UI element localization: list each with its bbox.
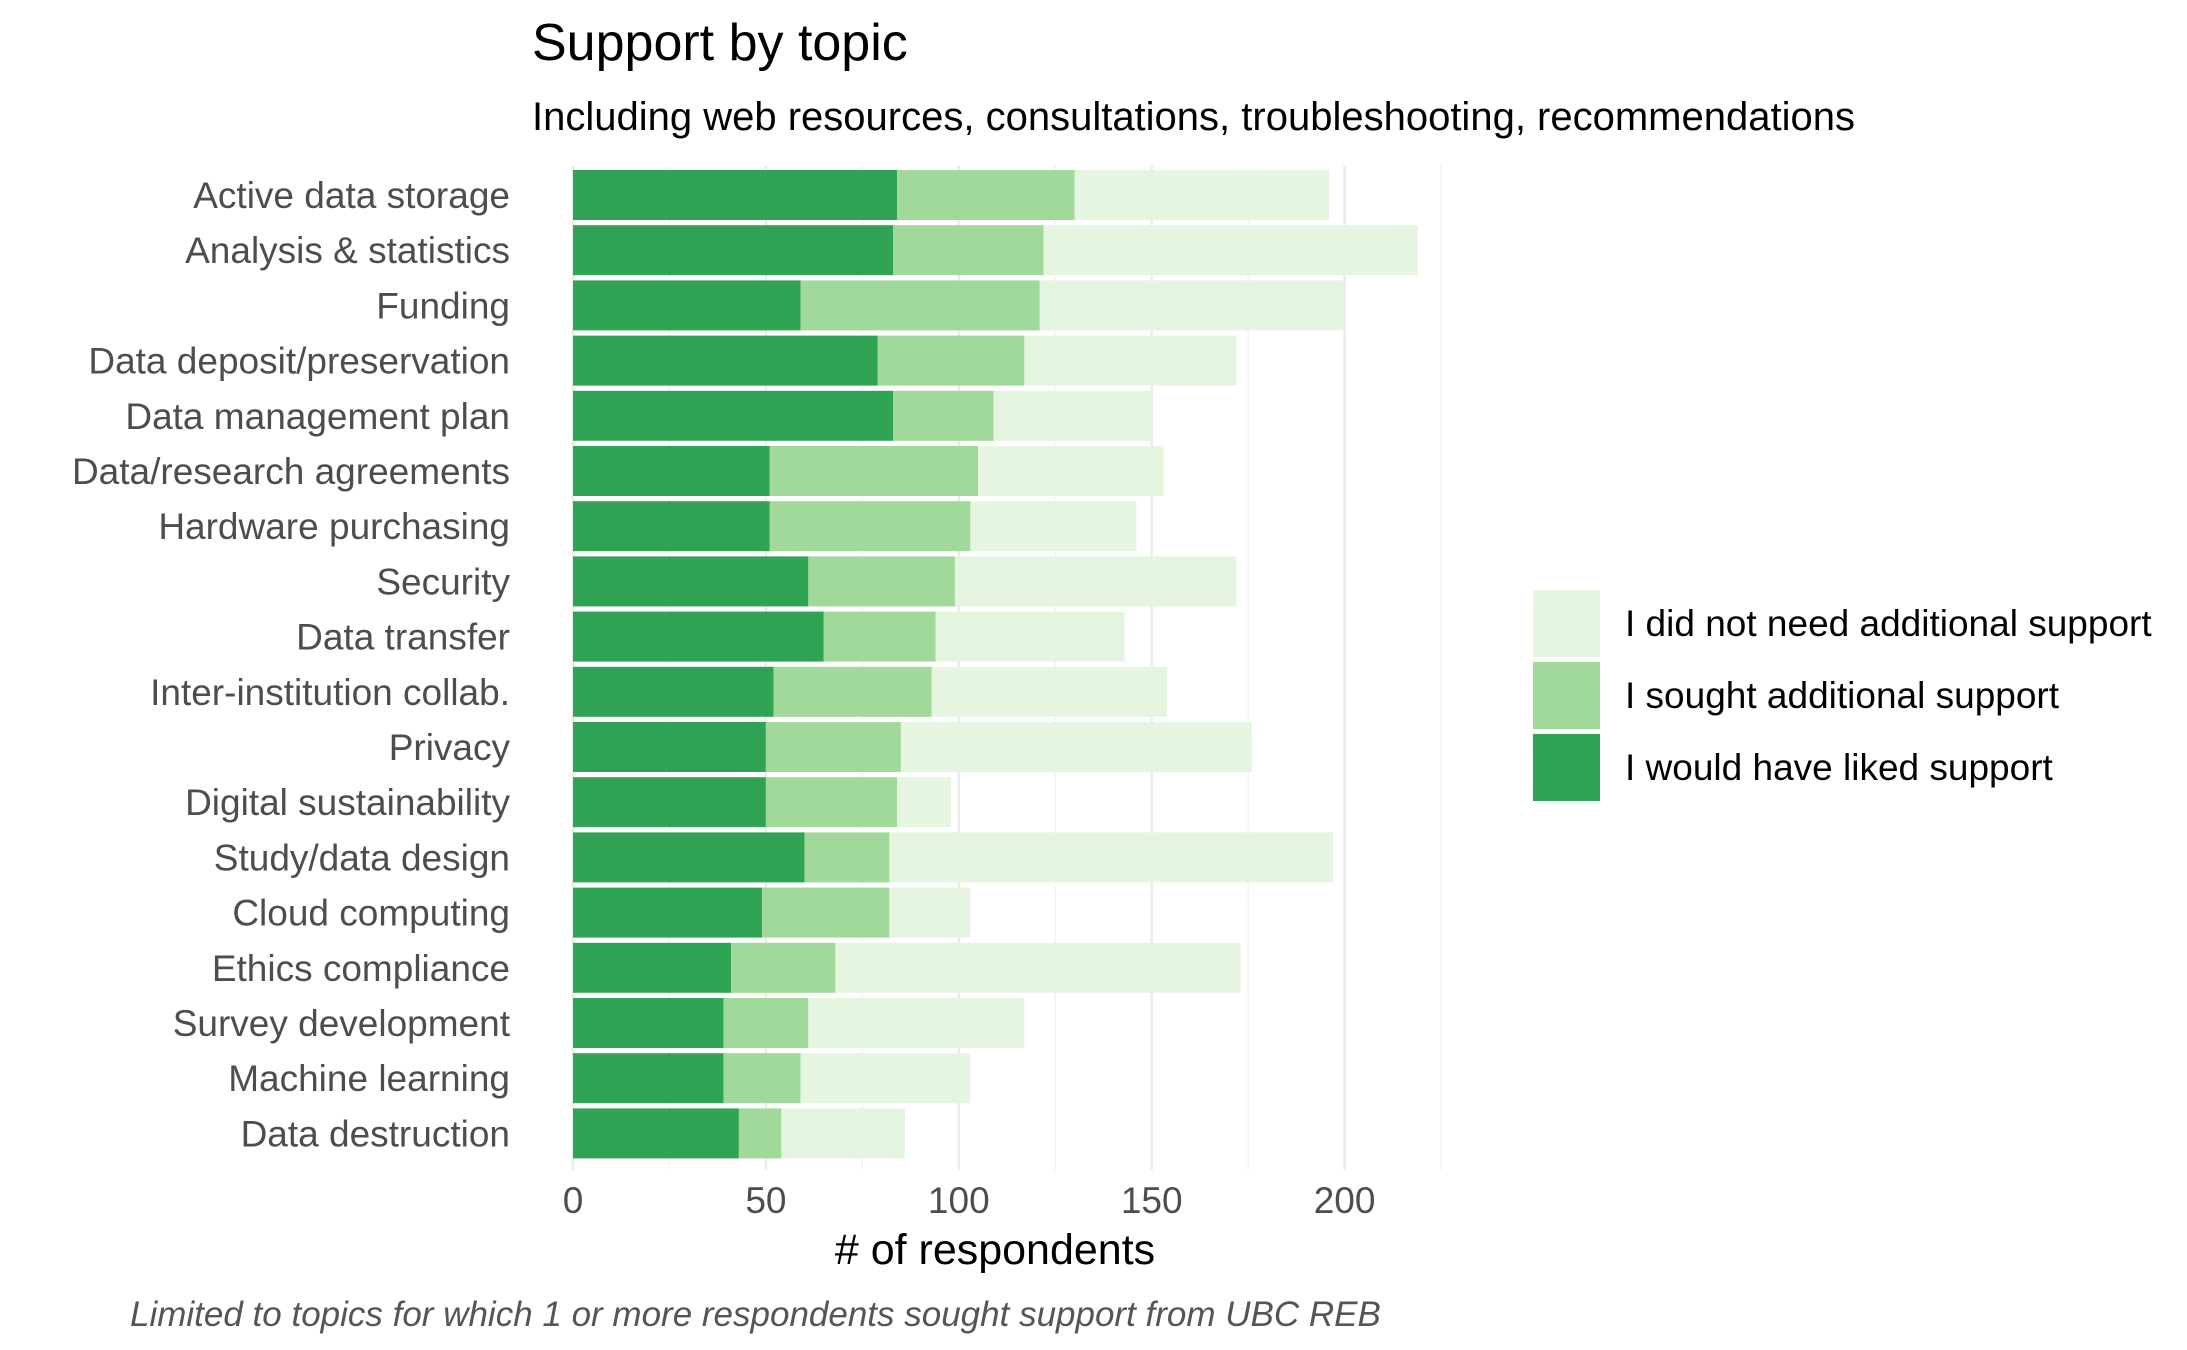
- bar-segment: [573, 225, 894, 276]
- category-label: Hardware purchasing: [158, 506, 510, 547]
- bar-segment: [573, 666, 774, 717]
- category-label: Data destruction: [241, 1113, 510, 1154]
- bar-segment: [835, 942, 1241, 993]
- bar-segment: [723, 998, 809, 1048]
- category-label: Machine learning: [228, 1058, 510, 1099]
- x-tick-labels: 0 50 100 150 200: [563, 1180, 1376, 1221]
- category-label: Digital sustainability: [185, 782, 510, 823]
- category-label: Security: [376, 561, 510, 602]
- bar-segment: [723, 1053, 801, 1104]
- bar-segment: [897, 777, 952, 828]
- category-labels: Active data storage Analysis & statistics…: [72, 175, 511, 1154]
- bar-segment: [800, 1053, 971, 1104]
- legend-label: I would have liked support: [1625, 747, 2054, 788]
- bar-segment: [877, 335, 1025, 386]
- bar-segment: [889, 832, 1334, 883]
- bar-segment: [765, 722, 901, 772]
- bar-segment: [1043, 225, 1418, 276]
- bar-segment: [993, 390, 1152, 441]
- chart-caption: Limited to topics for which 1 or more re…: [130, 1295, 1381, 1334]
- bar-segment: [893, 225, 1044, 276]
- bar-segment: [573, 942, 732, 993]
- legend-swatch: [1533, 590, 1600, 657]
- bar-segment: [573, 335, 878, 386]
- bar-segment: [573, 170, 898, 220]
- category-label: Cloud computing: [232, 893, 510, 934]
- bar-segment: [573, 887, 763, 938]
- bar-segment: [573, 1053, 724, 1104]
- bar-segment: [823, 611, 936, 662]
- category-label: Analysis & statistics: [185, 230, 510, 271]
- bar-segment: [781, 1108, 905, 1159]
- bar-segment: [573, 390, 894, 441]
- category-label: Data transfer: [296, 617, 510, 658]
- bar-segment: [1024, 335, 1237, 386]
- legend-swatch: [1533, 734, 1600, 801]
- bar-segment: [900, 722, 1253, 772]
- category-label: Data deposit/preservation: [88, 341, 510, 382]
- x-tick-label: 150: [1121, 1180, 1183, 1221]
- x-tick-label: 50: [745, 1180, 786, 1221]
- chart-title: Support by topic: [532, 14, 908, 72]
- category-label: Inter-institution collab.: [150, 672, 510, 713]
- bar-segment: [804, 832, 890, 883]
- chart-subtitle: Including web resources, consultations, …: [532, 95, 1855, 139]
- bar-segment: [573, 446, 770, 496]
- bars: [573, 170, 1418, 1159]
- bar-segment: [762, 887, 890, 938]
- bar-segment: [573, 280, 801, 331]
- bar-segment: [897, 170, 1075, 220]
- x-tick-label: 100: [928, 1180, 990, 1221]
- bar-segment: [978, 446, 1164, 496]
- category-label: Survey development: [173, 1003, 511, 1044]
- legend-label: I sought additional support: [1625, 675, 2060, 716]
- x-tick-label: 200: [1314, 1180, 1376, 1221]
- bar-segment: [573, 722, 766, 772]
- category-label: Active data storage: [193, 175, 510, 216]
- bar-segment: [573, 998, 724, 1048]
- category-label: Ethics compliance: [212, 948, 510, 989]
- bar-segment: [773, 666, 932, 717]
- bar-segment: [769, 501, 971, 552]
- bar-segment: [573, 501, 770, 552]
- bar-segment: [573, 832, 805, 883]
- category-label: Study/data design: [214, 837, 510, 878]
- bar-segment: [954, 556, 1237, 607]
- legend: I did not need additional support I sough…: [1533, 590, 2152, 801]
- bar-segment: [573, 611, 824, 662]
- legend-swatch: [1533, 662, 1600, 729]
- x-tick-label: 0: [563, 1180, 584, 1221]
- category-label: Funding: [376, 285, 510, 326]
- bar-segment: [808, 556, 955, 607]
- x-axis-title: # of respondents: [835, 1226, 1155, 1274]
- bar-segment: [889, 887, 971, 938]
- bar-segment: [1039, 280, 1345, 331]
- category-label: Privacy: [389, 727, 511, 768]
- bar-segment: [573, 556, 809, 607]
- bar-segment: [931, 666, 1168, 717]
- legend-label: I did not need additional support: [1625, 603, 2152, 644]
- bar-segment: [573, 1108, 739, 1159]
- bar-segment: [1074, 170, 1330, 220]
- bar-segment: [970, 501, 1137, 552]
- bar-segment: [731, 942, 836, 993]
- category-label: Data management plan: [125, 396, 510, 437]
- bar-segment: [765, 777, 898, 828]
- bar-segment: [573, 777, 766, 828]
- bar-segment: [738, 1108, 782, 1159]
- category-label: Data/research agreements: [72, 451, 510, 492]
- bar-segment: [935, 611, 1125, 662]
- bar-segment: [893, 390, 994, 441]
- bar-segment: [808, 998, 1025, 1048]
- bar-segment: [769, 446, 979, 496]
- bar-segment: [800, 280, 1040, 331]
